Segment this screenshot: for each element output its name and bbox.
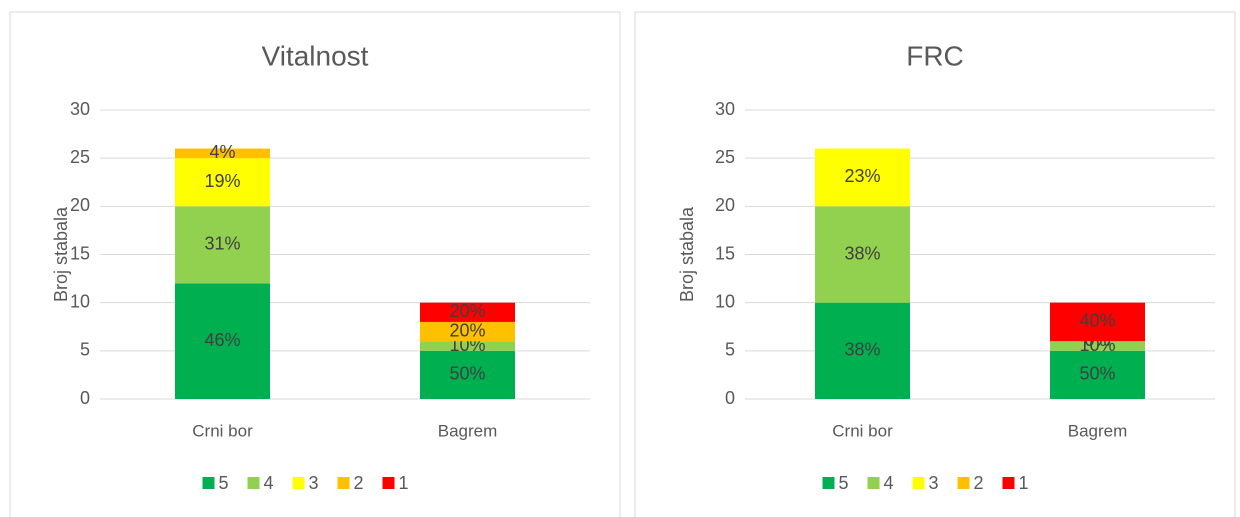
bar-segment	[420, 350, 515, 399]
legend-swatch	[957, 477, 970, 489]
y-tick-label: 5	[725, 340, 735, 360]
data-label: 4%	[209, 142, 235, 162]
bar-segment	[1050, 350, 1145, 399]
bar-segment	[175, 148, 270, 159]
bar-segment	[815, 302, 910, 399]
bar-segment	[420, 341, 515, 351]
chart-title: FRC	[906, 40, 964, 71]
y-axis-label: Broj stabala	[677, 206, 697, 302]
x-tick-label: Crni bor	[832, 421, 893, 440]
legend-swatch	[337, 477, 350, 489]
y-tick-label: 10	[715, 291, 735, 311]
legend-swatch	[822, 477, 835, 489]
data-label: 46%	[204, 330, 240, 350]
bar-segment	[175, 283, 270, 399]
y-tick-label: 10	[70, 291, 90, 311]
legend-label: 4	[264, 473, 274, 493]
legend-label: 3	[929, 473, 939, 493]
legend-label: 4	[884, 473, 894, 493]
x-tick-label: Crni bor	[192, 421, 253, 440]
bar-segment	[175, 158, 270, 207]
legend-swatch	[202, 477, 215, 489]
y-tick-label: 20	[715, 195, 735, 215]
bar-segment	[1050, 302, 1145, 342]
chart-frame	[9, 11, 621, 517]
y-tick-label: 20	[70, 195, 90, 215]
bar-segment	[420, 302, 515, 322]
data-label: 40%	[1079, 311, 1115, 331]
data-label: 38%	[844, 340, 880, 360]
data-label: 50%	[1079, 364, 1115, 384]
legend-swatch	[1002, 477, 1015, 489]
data-label: 19%	[204, 171, 240, 191]
legend-swatch	[912, 477, 925, 489]
y-tick-label: 15	[715, 243, 735, 263]
legend-label: 5	[839, 473, 849, 493]
y-tick-label: 15	[70, 243, 90, 263]
data-label: 20%	[449, 320, 485, 340]
data-label: 20%	[449, 301, 485, 321]
y-tick-label: 25	[715, 147, 735, 167]
y-tick-label: 30	[715, 99, 735, 119]
legend-label: 2	[354, 473, 364, 493]
y-tick-label: 0	[725, 388, 735, 408]
legend-swatch	[382, 477, 395, 489]
legend-swatch	[867, 477, 880, 489]
y-axis-label: Broj stabala	[51, 206, 71, 302]
legend-swatch	[292, 477, 305, 489]
bar-segment	[420, 321, 515, 342]
legend-swatch	[247, 477, 260, 489]
data-label: 38%	[844, 243, 880, 263]
bar-segment	[815, 206, 910, 303]
legend-label: 2	[974, 473, 984, 493]
legend-label: 3	[309, 473, 319, 493]
y-tick-label: 0	[80, 388, 90, 408]
y-tick-label: 30	[70, 99, 90, 119]
y-tick-label: 25	[70, 147, 90, 167]
bar-segment	[175, 206, 270, 284]
x-tick-label: Bagrem	[1068, 421, 1128, 440]
x-tick-label: Bagrem	[438, 421, 498, 440]
bar-segment	[815, 148, 910, 207]
y-tick-label: 5	[80, 340, 90, 360]
bar-segment	[1050, 341, 1145, 351]
chart-frame	[634, 11, 1236, 517]
legend-label: 1	[1019, 473, 1029, 493]
data-label: 31%	[204, 234, 240, 254]
legend-label: 1	[399, 473, 409, 493]
data-label: 23%	[844, 166, 880, 186]
legend-label: 5	[219, 473, 229, 493]
data-label: 50%	[449, 364, 485, 384]
chart-title: Vitalnost	[262, 40, 369, 71]
